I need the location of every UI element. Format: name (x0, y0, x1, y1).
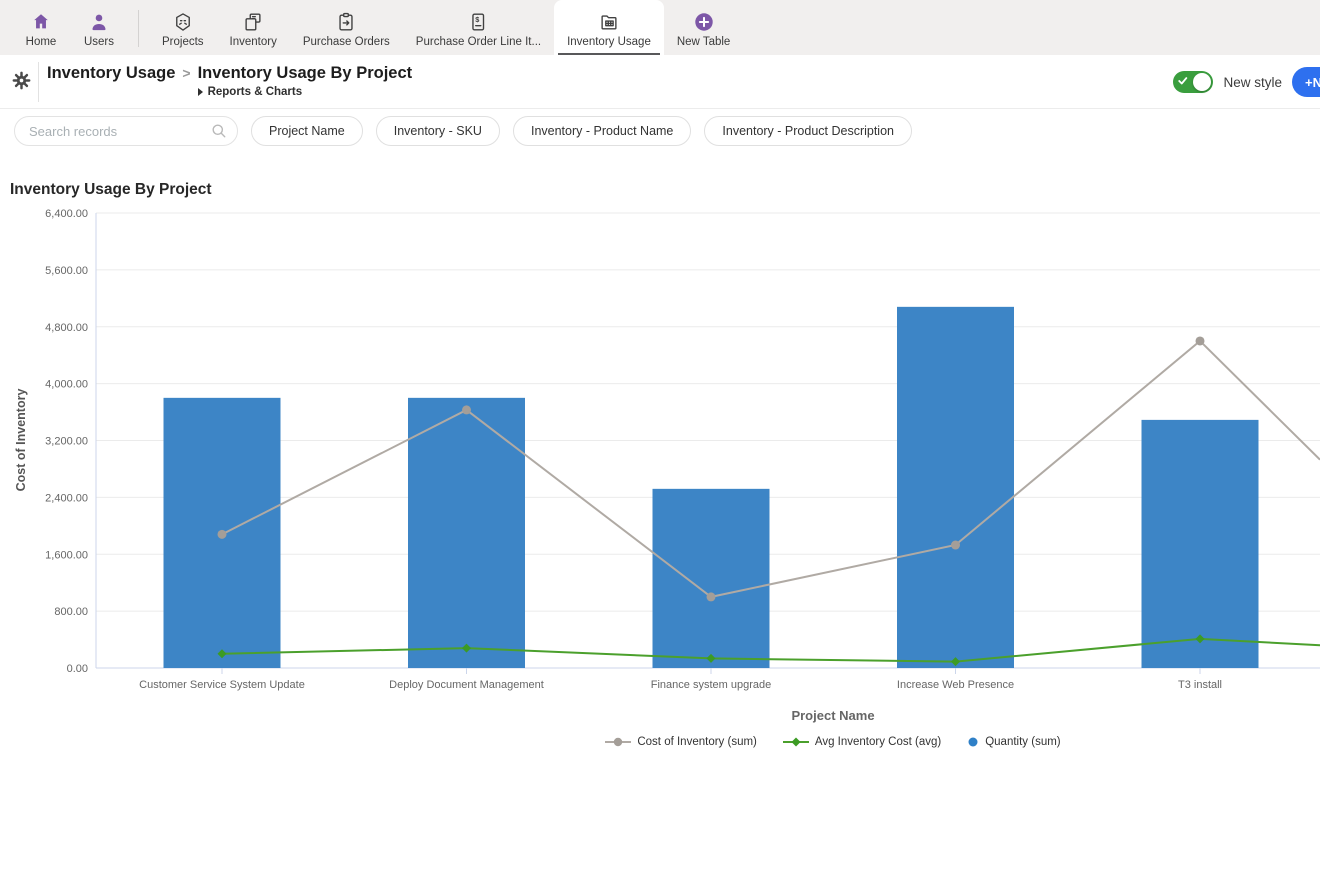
svg-text:Deploy Document Management: Deploy Document Management (389, 679, 544, 691)
blue-dot-marker-icon (967, 737, 979, 747)
section-caret-icon (198, 88, 203, 96)
legend-cost-of-inventory[interactable]: Cost of Inventory (sum) (605, 736, 757, 748)
svg-text:4,800.00: 4,800.00 (45, 322, 88, 334)
settings-gear-button[interactable] (6, 65, 36, 95)
legend-avg-inventory-cost[interactable]: Avg Inventory Cost (avg) (783, 736, 941, 748)
inventory-usage-icon (598, 9, 620, 34)
nav-item-new-table[interactable]: New Table (664, 0, 744, 55)
svg-text:800.00: 800.00 (54, 606, 88, 618)
chart-legend: Cost of Inventory (sum) Avg Inventory Co… (0, 736, 1320, 748)
nav-item-inventory[interactable]: Inventory (217, 0, 290, 55)
reports-and-charts-menu[interactable]: Reports & Charts (198, 86, 413, 98)
inventory-icon (242, 9, 264, 34)
svg-text:6,400.00: 6,400.00 (45, 208, 88, 220)
toggle-knob (1193, 73, 1211, 91)
chart-plot[interactable]: 0.00 800.00 1,600.00 2,400.00 3,200.00 4,000.… (0, 200, 1320, 700)
new-record-button[interactable]: +N (1292, 67, 1320, 97)
svg-text:2,400.00: 2,400.00 (45, 492, 88, 504)
home-icon (30, 9, 52, 34)
nav-item-inventory-usage[interactable]: Inventory Usage (554, 0, 664, 55)
header-divider (38, 62, 39, 102)
projects-icon (172, 9, 194, 34)
svg-text:Increase Web Presence: Increase Web Presence (897, 679, 1014, 691)
nav-item-users[interactable]: Users (70, 0, 128, 55)
chart-title: Inventory Usage By Project (10, 181, 212, 199)
svg-text:0.00: 0.00 (67, 663, 88, 675)
search-icon (210, 122, 228, 145)
nav-item-home[interactable]: Home (12, 0, 70, 55)
new-style-label: New style (1223, 75, 1282, 90)
nav-divider (138, 10, 139, 47)
header-actions: New style +N (1173, 55, 1320, 109)
table-nav-bar: Home Users Projects Inventory Purchase (0, 0, 1320, 55)
breadcrumb-report-title: Inventory Usage By Project (198, 62, 413, 84)
breadcrumb-table-link[interactable]: Inventory Usage (47, 62, 175, 84)
nav-item-purchase-order-line-items[interactable]: $ Purchase Order Line It... (403, 0, 554, 55)
gray-line-circle-marker-icon (605, 737, 631, 747)
green-line-diamond-marker-icon (783, 737, 809, 747)
x-axis-title: Project Name (791, 708, 874, 723)
filter-chip-inventory-product-description[interactable]: Inventory - Product Description (704, 116, 912, 146)
filter-bar: Project Name Inventory - SKU Inventory -… (14, 116, 912, 146)
svg-text:5,600.00: 5,600.00 (45, 265, 88, 277)
svg-text:4,000.00: 4,000.00 (45, 379, 88, 391)
svg-text:Cost of Inventory: Cost of Inventory (14, 389, 28, 492)
nav-item-purchase-orders[interactable]: Purchase Orders (290, 0, 403, 55)
app-window: Home Users Projects Inventory Purchase (0, 0, 1320, 881)
svg-text:1,600.00: 1,600.00 (45, 549, 88, 561)
svg-text:Customer Service System Update: Customer Service System Update (139, 679, 305, 691)
filter-chip-inventory-product-name[interactable]: Inventory - Product Name (513, 116, 691, 146)
gear-icon (11, 70, 32, 91)
svg-text:Finance system upgrade: Finance system upgrade (651, 679, 771, 691)
new-table-plus-icon (693, 9, 715, 34)
breadcrumb: Inventory Usage > Inventory Usage By Pro… (47, 62, 412, 98)
users-icon (88, 9, 110, 34)
svg-text:3,200.00: 3,200.00 (45, 436, 88, 448)
filter-chip-inventory-sku[interactable]: Inventory - SKU (376, 116, 500, 146)
nav-item-projects[interactable]: Projects (149, 0, 217, 55)
new-style-toggle[interactable] (1173, 71, 1213, 93)
legend-quantity[interactable]: Quantity (sum) (967, 736, 1060, 748)
breadcrumb-separator: > (182, 62, 190, 84)
svg-text:T3 install: T3 install (1178, 679, 1222, 691)
search-records-input[interactable] (14, 116, 238, 146)
x-axis-title-row: Project Name (0, 708, 1320, 723)
purchase-order-line-items-icon: $ (467, 9, 489, 34)
filter-chip-project-name[interactable]: Project Name (251, 116, 363, 146)
report-header: Inventory Usage > Inventory Usage By Pro… (0, 55, 1320, 109)
svg-text:$: $ (476, 15, 480, 24)
purchase-orders-icon (335, 9, 357, 34)
check-icon (1178, 76, 1188, 86)
